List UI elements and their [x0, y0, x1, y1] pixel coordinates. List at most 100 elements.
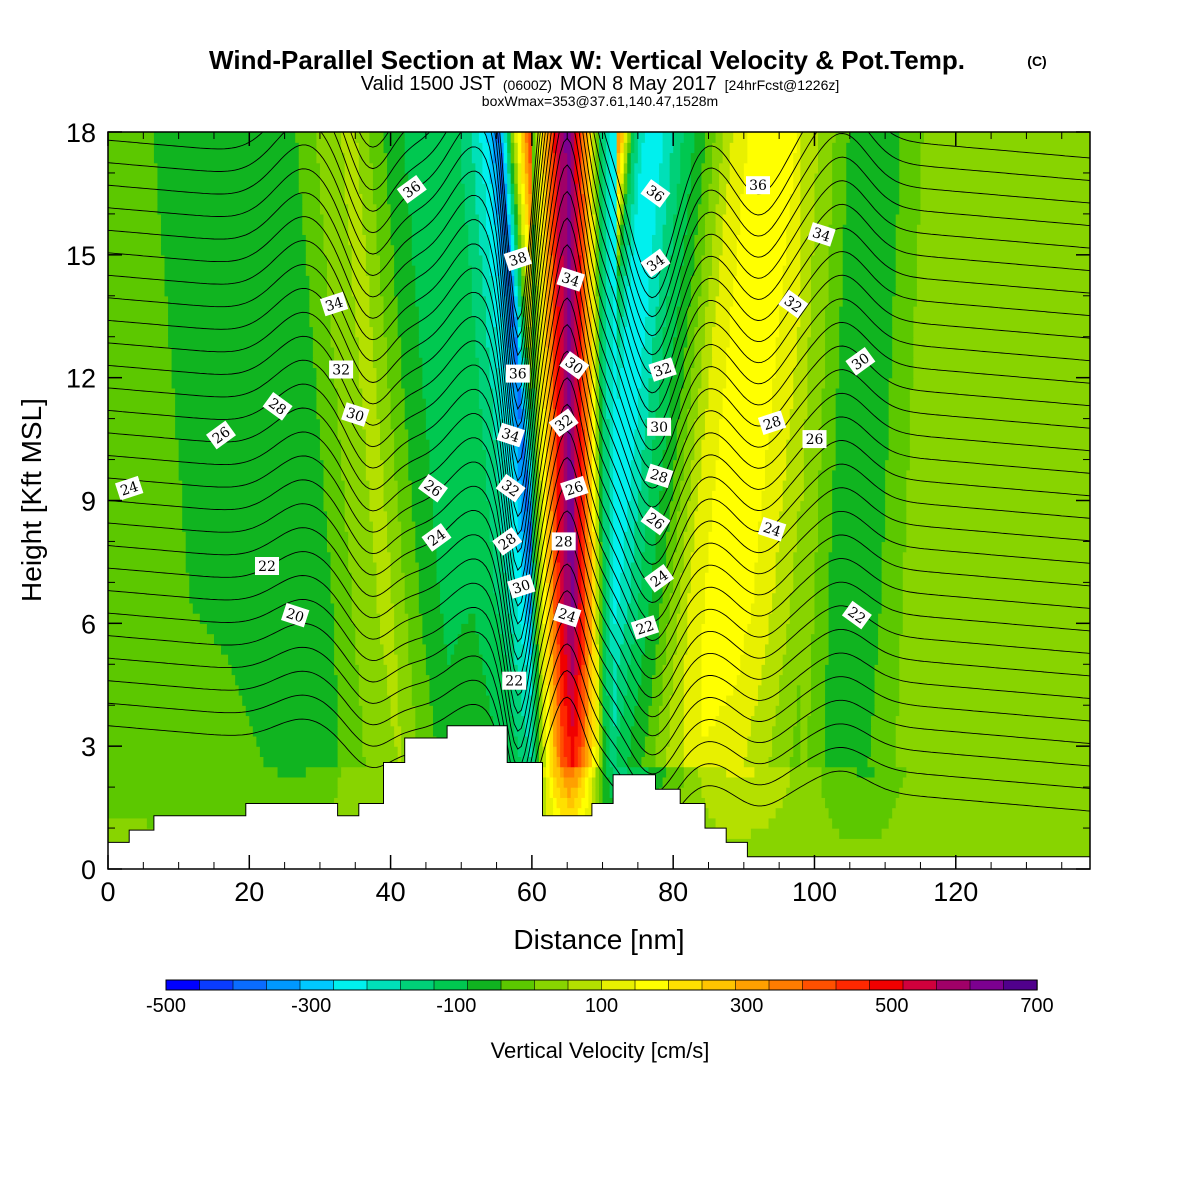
y-tick-label: 6 [81, 609, 96, 639]
velocity-cell [510, 449, 519, 461]
velocity-cell [517, 183, 522, 195]
velocity-cell [316, 132, 342, 143]
velocity-cell [680, 408, 688, 420]
velocity-cell [800, 285, 812, 297]
velocity-cell [588, 377, 593, 389]
velocity-cell [574, 408, 579, 420]
velocity-cell [461, 132, 473, 143]
velocity-cell [726, 828, 752, 839]
velocity-cell [517, 265, 522, 276]
velocity-cell [701, 705, 720, 717]
velocity-cell [538, 746, 544, 758]
velocity-cell [599, 531, 604, 543]
theta-contour-label: 36 [505, 364, 530, 383]
theta-contour-label: 36 [746, 176, 770, 195]
velocity-cell [538, 674, 544, 686]
velocity-cell [680, 172, 692, 184]
velocity-cell [390, 224, 413, 235]
velocity-cell [574, 295, 579, 307]
velocity-cell [659, 500, 671, 512]
velocity-cell [496, 357, 505, 369]
velocity-cell [528, 735, 533, 747]
velocity-cell [546, 592, 551, 604]
velocity-cell [556, 490, 561, 502]
velocity-cell [521, 490, 526, 502]
theta-contour-line [108, 350, 1090, 607]
velocity-cell [810, 694, 826, 706]
velocity-cell [542, 193, 547, 205]
velocity-cell [810, 254, 830, 266]
velocity-cell [514, 633, 522, 645]
velocity-cell [514, 306, 519, 317]
velocity-cell [793, 387, 809, 399]
velocity-cell [750, 725, 773, 737]
velocity-cell [108, 439, 180, 450]
velocity-cell [478, 357, 491, 369]
velocity-cell [591, 582, 597, 594]
velocity-cell [602, 776, 611, 788]
velocity-cell [595, 684, 600, 696]
velocity-cell [616, 705, 625, 717]
velocity-cell [591, 654, 597, 665]
velocity-cell [503, 561, 515, 573]
velocity-cell [348, 234, 367, 246]
velocity-cell [761, 664, 784, 676]
velocity-cell [726, 203, 741, 215]
velocity-cell [577, 265, 582, 276]
velocity-cell [517, 326, 522, 338]
velocity-cell [577, 213, 582, 225]
velocity-cell [849, 132, 900, 143]
velocity-cell [620, 234, 625, 246]
velocity-cell [404, 152, 462, 164]
velocity-cell [584, 234, 589, 246]
velocity-cell [609, 449, 614, 461]
velocity-cell [683, 541, 695, 553]
velocity-cell [521, 193, 526, 205]
velocity-cell [775, 715, 798, 727]
velocity-cell [503, 152, 508, 164]
velocity-cell [485, 684, 512, 696]
velocity-cell [613, 336, 618, 348]
velocity-cell [895, 756, 1090, 768]
velocity-cell [726, 193, 741, 205]
velocity-cell [108, 582, 190, 594]
velocity-cell [567, 500, 575, 512]
velocity-cell [542, 265, 547, 276]
velocity-cell [588, 633, 593, 645]
theta-contour-label: 26 [560, 475, 589, 501]
velocity-cell [556, 633, 561, 645]
velocity-cell [832, 183, 847, 195]
velocity-cell [800, 735, 809, 747]
velocity-cell [546, 377, 551, 389]
velocity-cell [729, 152, 748, 164]
velocity-cell [577, 684, 582, 696]
colorbar-swatch [802, 979, 837, 991]
velocity-cell [538, 510, 544, 522]
velocity-cell [496, 132, 501, 143]
velocity-cell [828, 254, 844, 266]
velocity-cell [584, 387, 589, 399]
velocity-cell [701, 694, 727, 706]
velocity-cell [549, 459, 554, 471]
velocity-cell [602, 684, 607, 696]
velocity-cell [528, 193, 533, 205]
velocity-cell [659, 295, 667, 307]
velocity-cell [334, 623, 356, 635]
velocity-cell [595, 674, 600, 686]
velocity-cell [588, 572, 593, 583]
velocity-cell [782, 490, 805, 502]
velocity-cell [553, 172, 558, 184]
velocity-cell [503, 142, 508, 154]
theta-contour-line [108, 669, 1090, 822]
velocity-cell [588, 787, 593, 798]
velocity-cell [602, 735, 607, 747]
velocity-cell [595, 377, 600, 389]
velocity-cell [881, 561, 904, 573]
velocity-cell [655, 541, 667, 553]
velocity-cell [517, 449, 522, 461]
velocity-cell [613, 602, 618, 614]
velocity-cell [874, 694, 900, 706]
velocity-cell [493, 408, 501, 420]
velocity-cell [528, 172, 533, 184]
velocity-cell [595, 541, 600, 553]
